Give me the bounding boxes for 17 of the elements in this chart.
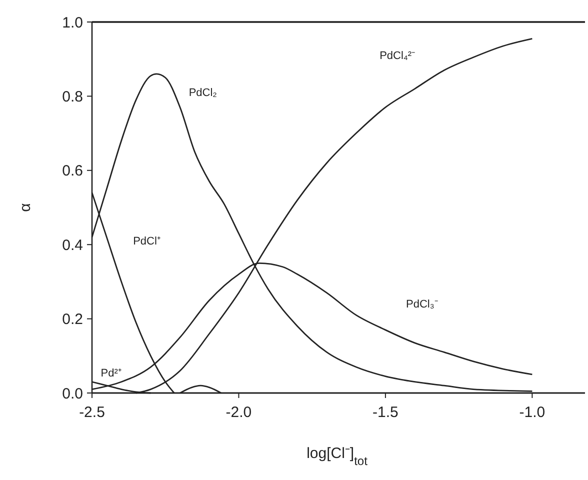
series-label: Pd²⁺	[100, 367, 122, 380]
y-tick-label: 0.8	[62, 88, 83, 106]
y-tick-label: 0.2	[62, 311, 83, 328]
x-tick-label: -2.5	[79, 404, 105, 421]
text: PdCl₃⁻	[406, 298, 438, 311]
series-label: PdCl⁺	[133, 236, 161, 248]
x-tick-label: -1.5	[372, 404, 398, 421]
y-tick-label: 0.0	[62, 385, 83, 402]
series-label: PdCl₄²⁻	[380, 50, 416, 62]
x-tick-label: -2.0	[226, 404, 252, 421]
series-label: PdCl₂	[188, 87, 217, 100]
y-tick-label: 0.4	[62, 236, 83, 254]
y-tick-label: 0.6	[62, 162, 83, 180]
y-axis-title: α	[17, 202, 34, 212]
x-tick-label: -1.0	[519, 404, 546, 421]
x-axis-title: log[Cl⁻]$_{tot}$	[306, 445, 368, 468]
y-tick-label: 1.0	[62, 14, 83, 32]
